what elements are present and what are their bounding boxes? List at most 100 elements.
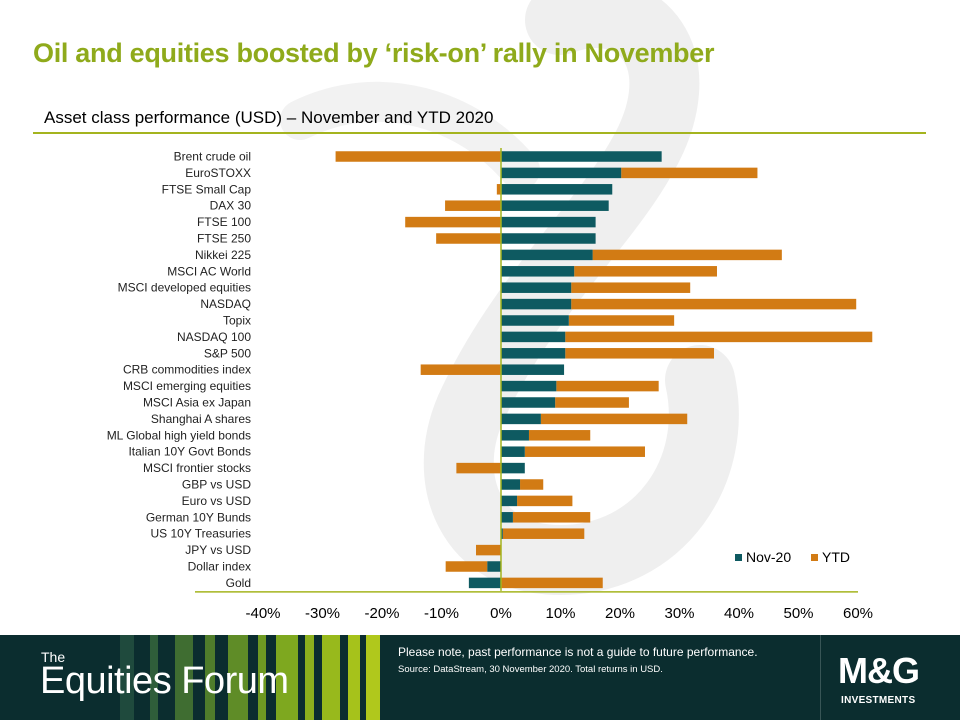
category-label-1: EuroSTOXX: [185, 166, 251, 180]
x-tick-label-0: -40%: [245, 605, 280, 622]
category-label-9: NASDAQ: [200, 297, 251, 311]
bar-ytd-24: [476, 544, 501, 556]
category-labels: Brent crude oil EuroSTOXX FTSE Small Cap DA…: [107, 150, 252, 590]
bar-ytd-5: [436, 233, 501, 244]
category-label-11: NASDAQ 100: [177, 330, 251, 344]
bar-nov-15: [501, 397, 556, 408]
bar-nov-18: [501, 446, 525, 457]
bar-nov-23: [501, 528, 503, 539]
disclaimer-note: Please note, past performance is not a g…: [398, 645, 758, 659]
category-label-15: MSCI Asia ex Japan: [143, 396, 251, 410]
bar-ytd-12: [565, 348, 715, 359]
bar-ytd-10: [568, 315, 675, 326]
category-label-14: MSCI emerging equities: [123, 379, 251, 393]
category-label-4: FTSE 100: [197, 215, 251, 229]
bar-nov-22: [501, 512, 513, 523]
bar-ytd-23: [502, 528, 585, 539]
bar-nov-8: [501, 282, 572, 293]
bar-ytd-20: [520, 479, 544, 490]
bar-nov-13: [501, 364, 565, 375]
x-tick-label-6: 20%: [605, 605, 635, 622]
page-title: Oil and equities boosted by ‘risk-on’ ra…: [33, 38, 715, 68]
bar-nov-20: [501, 479, 521, 490]
footer-stripes: [0, 635, 380, 720]
category-label-20: GBP vs USD: [182, 478, 251, 492]
bar-ytd-8: [571, 282, 691, 293]
category-label-16: Shanghai A shares: [151, 412, 251, 426]
bar-ytd-26: [501, 577, 603, 589]
bar-nov-16: [501, 413, 541, 425]
category-label-8: MSCI developed equities: [118, 281, 251, 295]
x-tick-label-5: 10%: [545, 605, 575, 622]
bar-ytd-13: [420, 364, 501, 375]
category-label-22: German 10Y Bunds: [146, 510, 251, 524]
bar-ytd-15: [555, 397, 629, 408]
chart-legend: Nov-20 YTD: [735, 549, 850, 565]
x-axis-ticks: -40% -30% -20% -10% 0% 10% 20% 30% 40% 50% 60%: [245, 605, 873, 622]
bar-nov-14: [501, 380, 557, 392]
bar-chart: Brent crude oil EuroSTOXX FTSE Small Cap DA…: [107, 148, 873, 622]
bar-nov-19: [501, 462, 525, 474]
logo-box: [820, 635, 960, 720]
bar-nov-3: [501, 200, 609, 211]
bar-ytd-18: [524, 446, 645, 457]
category-label-6: Nikkei 225: [195, 248, 251, 262]
category-label-5: FTSE 250: [197, 232, 251, 246]
subtitle-divider: [33, 132, 926, 134]
x-tick-label-1: -30%: [305, 605, 340, 622]
bar-nov-1: [501, 167, 622, 179]
x-tick-label-3: -10%: [424, 605, 459, 622]
bar-ytd-22: [512, 512, 591, 523]
mg-logo-subtext: INVESTMENTS: [841, 695, 916, 706]
category-label-2: FTSE Small Cap: [162, 182, 252, 196]
source-note: Source: DataStream, 30 November 2020. To…: [398, 664, 663, 675]
bar-ytd-7: [574, 266, 717, 277]
bar-ytd-17: [528, 430, 591, 441]
legend-label-0: Nov-20: [746, 549, 791, 565]
bar-ytd-1: [621, 167, 758, 179]
x-tick-label-10: 60%: [843, 605, 873, 622]
bar-ytd-19: [456, 462, 501, 474]
category-label-12: S&P 500: [204, 346, 251, 360]
category-label-26: Gold: [226, 576, 251, 590]
mg-logo: M&G: [838, 650, 920, 691]
bar-nov-2: [501, 184, 613, 195]
bar-nov-12: [501, 348, 566, 359]
bar-ytd-0: [335, 151, 501, 162]
bar-nov-21: [501, 495, 518, 507]
bar-ytd-16: [540, 413, 688, 425]
bar-nov-7: [501, 266, 575, 277]
bar-nov-17: [501, 430, 529, 441]
x-tick-label-4: 0%: [490, 605, 512, 622]
category-label-18: Italian 10Y Govt Bonds: [128, 445, 251, 459]
x-tick-label-8: 40%: [724, 605, 754, 622]
bar-ytd-21: [517, 495, 573, 507]
x-tick-label-2: -20%: [364, 605, 399, 622]
legend-swatch-1: [811, 554, 818, 561]
footer-bar: [0, 635, 960, 720]
category-label-3: DAX 30: [210, 199, 252, 213]
bars-group: [335, 151, 873, 589]
category-label-13: CRB commodities index: [123, 363, 251, 377]
bar-nov-9: [501, 298, 572, 310]
category-label-23: US 10Y Treasuries: [151, 527, 252, 541]
bar-nov-11: [501, 331, 566, 343]
x-tick-label-7: 30%: [664, 605, 694, 622]
bar-ytd-25: [445, 561, 488, 572]
bar-nov-4: [501, 216, 596, 228]
bar-nov-0: [501, 151, 662, 162]
category-label-17: ML Global high yield bonds: [107, 428, 251, 442]
category-label-7: MSCI AC World: [167, 264, 251, 278]
bar-nov-25: [487, 561, 501, 572]
bar-ytd-6: [592, 249, 782, 261]
bar-ytd-4: [405, 216, 501, 228]
category-label-25: Dollar index: [188, 560, 251, 574]
bar-nov-5: [501, 233, 596, 244]
bar-nov-26: [468, 577, 501, 589]
brand-name: Equities Forum: [40, 660, 289, 702]
chart-subtitle: Asset class performance (USD) – November…: [44, 108, 494, 127]
bar-ytd-11: [565, 331, 873, 343]
bar-ytd-14: [556, 380, 659, 392]
bar-nov-6: [501, 249, 593, 261]
bar-nov-10: [501, 315, 569, 326]
